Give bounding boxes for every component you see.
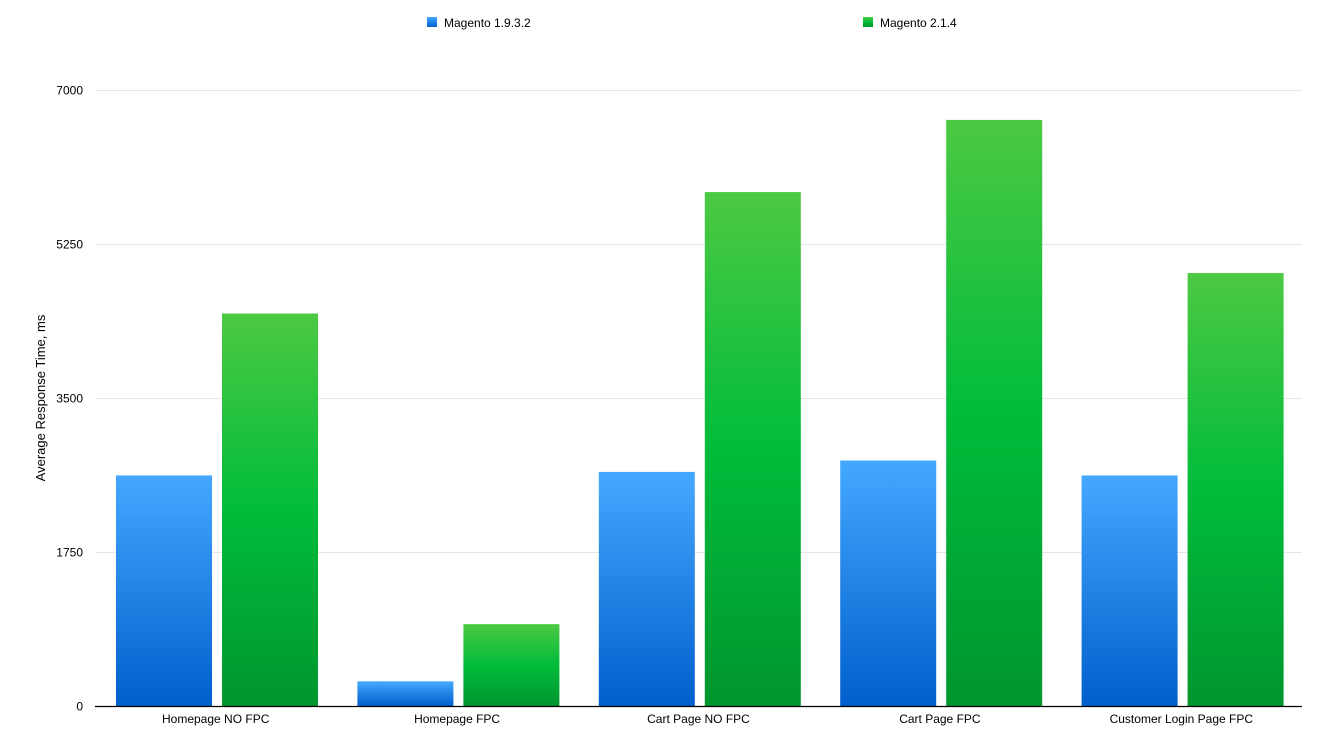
legend-item-series-2: Magento 2.1.4 xyxy=(863,16,957,30)
bar-1-2 xyxy=(357,681,454,706)
bar-2-1 xyxy=(222,313,318,706)
legend-label-series-1: Magento 1.9.3.2 xyxy=(444,16,531,30)
bar-1-5 xyxy=(1081,475,1178,706)
legend-swatch-series-2 xyxy=(863,17,873,27)
x-tick-label: Customer Login Page FPC xyxy=(1110,712,1254,726)
legend-swatch-series-1 xyxy=(427,17,437,27)
bar-2-2 xyxy=(463,624,560,706)
y-tick-label: 5250 xyxy=(56,238,83,252)
x-tick-label: Cart Page FPC xyxy=(899,712,981,726)
legend-label-series-2: Magento 2.1.4 xyxy=(880,16,957,30)
x-tick-label: Homepage FPC xyxy=(414,712,500,726)
bar-1-3 xyxy=(598,471,695,706)
bar-2-5 xyxy=(1187,273,1284,706)
y-tick-label: 0 xyxy=(76,700,83,714)
bars xyxy=(116,119,1284,707)
y-tick-label: 7000 xyxy=(56,84,83,98)
legend-item-series-1: Magento 1.9.3.2 xyxy=(427,16,531,30)
y-tick-label: 1750 xyxy=(56,546,83,560)
legend: Magento 1.9.3.2 Magento 2.1.4 xyxy=(427,16,957,30)
bar-1-4 xyxy=(840,460,937,706)
y-tick-label: 3500 xyxy=(56,392,83,406)
y-axis-ticks: 0 1750 3500 5250 7000 xyxy=(56,84,83,714)
bar-2-4 xyxy=(946,119,1043,707)
x-axis-ticks: Homepage NO FPC Homepage FPC Cart Page NO … xyxy=(162,712,1253,726)
y-axis-title: Average Response Time, ms xyxy=(33,314,48,481)
x-tick-label: Homepage NO FPC xyxy=(162,712,270,726)
bar-1-1 xyxy=(116,475,212,706)
x-tick-label: Cart Page NO FPC xyxy=(647,712,750,726)
bar-2-3 xyxy=(704,192,801,706)
